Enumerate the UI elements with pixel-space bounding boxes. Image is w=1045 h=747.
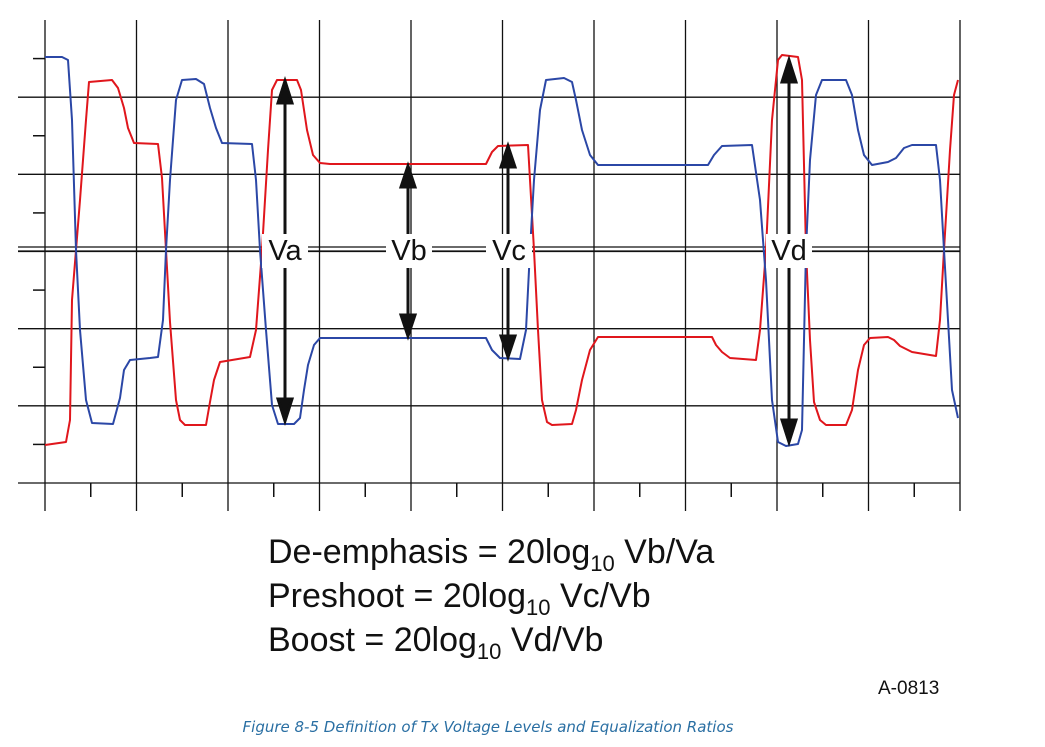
formula-text: Vd/Vb xyxy=(501,621,604,659)
equalization-formulas: De-emphasis = 20log10 Vb/Va Preshoot = 2… xyxy=(268,530,715,664)
formula-subscript: 10 xyxy=(590,551,615,576)
formula-text: Vb/Va xyxy=(614,533,715,571)
formula-text: Boost = 20log xyxy=(268,621,477,659)
waveform-diagram: Va Vb Vc Vd xyxy=(18,20,961,511)
formula-text: Preshoot = 20log xyxy=(268,577,527,615)
label-va: Va xyxy=(268,235,302,267)
label-vc: Vc xyxy=(492,235,526,267)
level-labels: Va Vb Vc Vd xyxy=(262,234,812,268)
axis-ticks xyxy=(33,57,915,497)
formula-subscript: 10 xyxy=(476,639,502,664)
formula-preshoot: Preshoot = 20log10 Vc/Vb xyxy=(268,574,714,620)
blue-waveform-trace xyxy=(45,56,959,447)
figure-id: A-0813 xyxy=(878,678,940,699)
formula-text: Vc/Vb xyxy=(550,577,651,615)
amplitude-arrows xyxy=(275,55,799,447)
label-vb: Vb xyxy=(391,235,426,267)
label-vd: Vd xyxy=(771,235,806,267)
formula-text: De-emphasis = 20log xyxy=(268,533,591,571)
formula-boost: Boost = 20log10 Vd/Vb xyxy=(268,618,714,664)
figure-caption: Figure 8-5 Definition of Tx Voltage Leve… xyxy=(242,718,734,736)
formula-subscript: 10 xyxy=(526,595,551,620)
red-waveform-trace xyxy=(44,54,959,446)
formula-de-emphasis: De-emphasis = 20log10 Vb/Va xyxy=(268,530,715,576)
